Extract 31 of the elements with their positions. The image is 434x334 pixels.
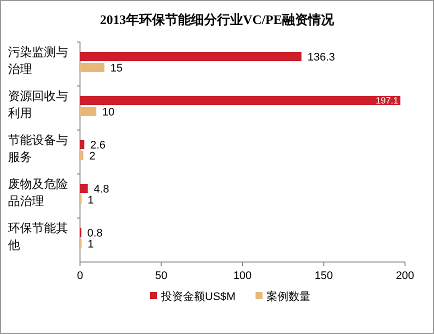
x-tick-label: 150 — [314, 270, 333, 282]
bar — [80, 140, 84, 149]
legend-label: 案例数量 — [266, 290, 311, 303]
x-tick-label: 200 — [396, 270, 414, 282]
data-label: 197.1 — [376, 96, 398, 106]
bar — [80, 184, 88, 193]
y-tick-label: 资源回收与利用 — [8, 89, 68, 120]
plot: 0 50 100 150 200 136.3 15 197.1 10 2.6 2 4.8 1 0.8 1 — [76, 42, 414, 282]
data-label: 136.3 — [307, 52, 336, 64]
data-label: 15 — [110, 62, 123, 74]
data-label: 4.8 — [94, 184, 110, 196]
bar — [80, 107, 96, 116]
y-tick-label: 节能设备与服务 — [8, 133, 68, 164]
data-label: 10 — [102, 106, 114, 118]
x-tick-label: 100 — [233, 270, 252, 282]
data-label: 1 — [88, 194, 94, 206]
chart-title: 2013年环保节能细分行业VC/PE融资情况 — [100, 12, 335, 27]
y-tick-label: 环保节能其他 — [8, 221, 68, 252]
x-tick-label: 0 — [76, 270, 84, 282]
data-label: 1 — [88, 238, 94, 250]
legend-label: 投资金额US$M — [160, 290, 236, 303]
bar — [80, 151, 84, 160]
bar — [80, 96, 400, 105]
bar — [80, 63, 104, 72]
y-tick-label: 废物及危险品治理 — [8, 177, 68, 208]
y-tick-label: 污染监测与治理 — [8, 45, 68, 76]
data-label: 2 — [89, 150, 96, 162]
bar — [80, 52, 302, 61]
data-label: 0.8 — [87, 228, 103, 240]
x-tick-label: 50 — [155, 270, 168, 282]
data-label: 2.6 — [90, 140, 106, 152]
